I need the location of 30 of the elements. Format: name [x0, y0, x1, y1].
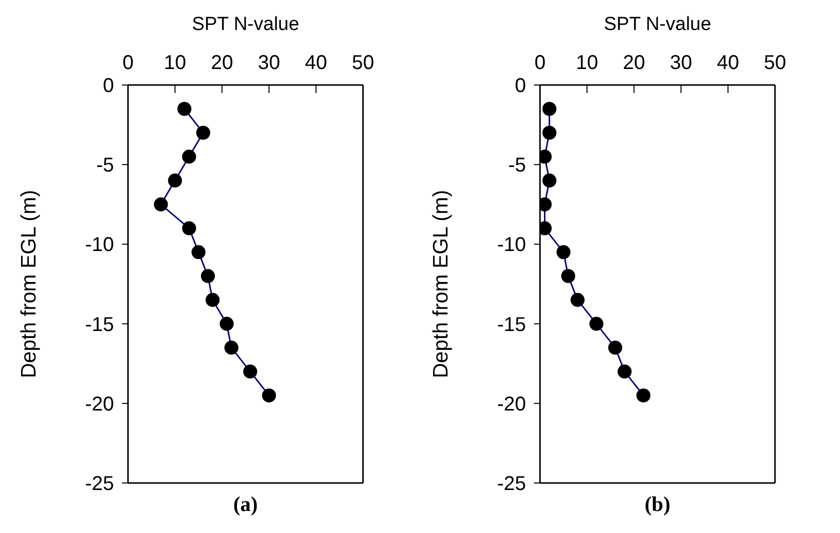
x-tick-label: 20 — [210, 52, 234, 74]
y-tick-label: -25 — [85, 473, 114, 495]
x-tick-label: 10 — [576, 52, 598, 74]
x-axis-title: SPT N-value — [190, 14, 300, 36]
y-axis-title: Depth from EGL (m) — [429, 190, 452, 378]
y-tick-label: -20 — [85, 393, 114, 416]
y-tick-label: 0 — [102, 75, 114, 97]
y-axis-title: Depth from EGL (m) — [17, 190, 40, 378]
x-tick-label: 40 — [304, 52, 328, 74]
text: (a) — [232, 492, 259, 517]
x-tick-label: 10 — [164, 52, 186, 74]
text: (b) — [644, 492, 672, 517]
y-tick-label: 0 — [514, 75, 526, 97]
y-tick-label: -5 — [96, 154, 114, 177]
x-tick-label: 0 — [122, 52, 134, 74]
y-tick-label: -20 — [497, 393, 526, 416]
y-tick-label: -10 — [497, 234, 526, 256]
x-tick-label: 40 — [716, 52, 740, 74]
x-tick-label: 50 — [352, 52, 374, 74]
y-tick-label: -15 — [497, 314, 526, 336]
x-tick-label: 0 — [534, 52, 546, 74]
x-tick-label: 20 — [622, 52, 646, 74]
x-axis-title: SPT N-value — [602, 14, 712, 36]
y-tick-label: -10 — [85, 234, 114, 256]
y-tick-label: -5 — [508, 154, 526, 177]
x-tick-label: 50 — [764, 52, 786, 74]
y-tick-label: -25 — [497, 473, 526, 495]
x-tick-label: 30 — [258, 52, 280, 74]
x-tick-label: 30 — [670, 52, 692, 74]
y-tick-label: -15 — [85, 314, 114, 336]
